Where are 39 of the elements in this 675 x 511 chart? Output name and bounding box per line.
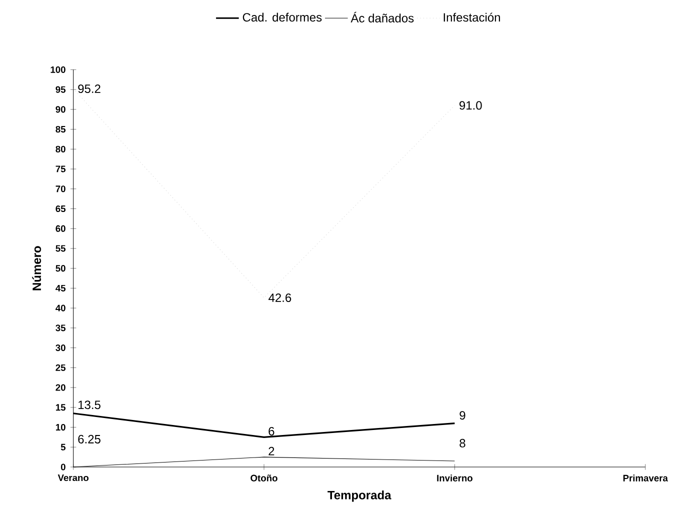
y-tick-label: 85 bbox=[56, 126, 66, 133]
annotation: 8 bbox=[460, 438, 466, 448]
y-tick-label: 80 bbox=[56, 146, 66, 152]
x-tick-label: Otoño bbox=[250, 474, 278, 482]
data-label: 95.2 bbox=[78, 84, 100, 93]
y-tick-label: 70 bbox=[56, 186, 66, 192]
y-tick-label: 10 bbox=[56, 424, 66, 431]
y-tick-label: 35 bbox=[56, 324, 66, 332]
legend-label: Ác dañados bbox=[350, 12, 414, 22]
y-tick-label: 45 bbox=[56, 284, 66, 292]
y-tick-label: 30 bbox=[56, 344, 66, 352]
y-tick-label: 25 bbox=[56, 364, 66, 371]
annotation: 2 bbox=[268, 446, 274, 456]
y-tick-label: 50 bbox=[56, 265, 66, 272]
y-tick-label: 65 bbox=[56, 205, 66, 212]
data-label: 13.5 bbox=[78, 400, 100, 410]
y-axis-title: Número bbox=[32, 246, 42, 290]
y-tick-label: 20 bbox=[56, 384, 66, 391]
annotation: 9 bbox=[460, 411, 466, 420]
y-tick-label: 60 bbox=[56, 225, 66, 232]
x-tick-label: Primavera bbox=[623, 474, 668, 482]
legend-label: Cad. deformes bbox=[242, 12, 322, 22]
y-tick-label: 95 bbox=[56, 86, 66, 93]
data-label: 91.0 bbox=[460, 101, 482, 110]
legend-label: Infestación bbox=[444, 12, 500, 22]
y-tick-label: 100 bbox=[50, 66, 66, 73]
annotation: 6 bbox=[268, 426, 274, 436]
y-tick-label: 40 bbox=[56, 304, 66, 312]
x-tick-label: Invierno bbox=[437, 474, 472, 482]
y-tick-label: 15 bbox=[56, 404, 66, 411]
y-tick-label: 55 bbox=[56, 245, 66, 252]
x-tick-label: Verano bbox=[58, 474, 89, 482]
y-tick-label: 90 bbox=[56, 106, 66, 113]
y-tick-label: 0 bbox=[60, 464, 66, 470]
y-tick-label: 5 bbox=[60, 444, 66, 450]
data-label: 42.6 bbox=[268, 293, 292, 302]
annotation: 6.25 bbox=[78, 434, 100, 444]
y-tick-label: 75 bbox=[56, 166, 66, 172]
x-axis-title: Temporada bbox=[328, 490, 392, 502]
